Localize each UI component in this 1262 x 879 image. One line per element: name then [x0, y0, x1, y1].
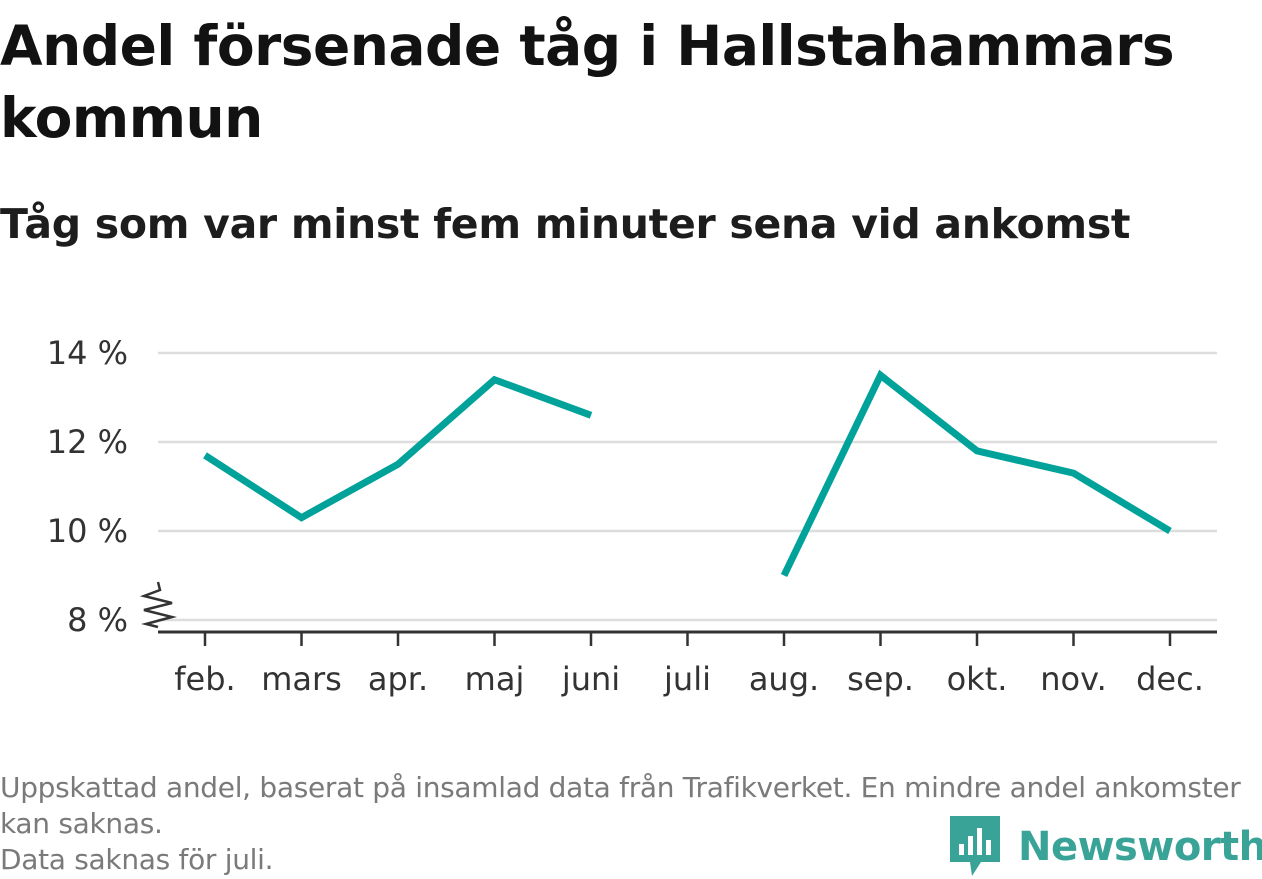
series-line [780, 369, 1172, 578]
series-layer [203, 369, 1172, 578]
x-tick-label: juni [561, 660, 620, 698]
x-tick-label: dec. [1136, 660, 1204, 698]
y-axis-break-icon [139, 581, 177, 629]
x-tick-label: okt. [947, 660, 1008, 698]
source-note: Uppskattad andel, baserat på insamlad da… [0, 771, 1241, 840]
x-tick-label: aug. [749, 660, 819, 698]
newsworthy-logo-icon [950, 816, 1000, 876]
x-tick-label: nov. [1040, 660, 1106, 698]
y-tick-label: 12 % [47, 423, 128, 461]
chart-subtitle: Tåg som var minst fem minuter sena vid a… [0, 200, 1131, 248]
gridlines [158, 351, 1217, 622]
x-tick-label: juli [663, 660, 711, 698]
missing-data-note: Data saknas för juli. [0, 843, 274, 876]
x-axis [139, 581, 1217, 646]
y-tick-label: 10 % [47, 512, 128, 550]
line-chart: 8 % 10 % 12 % 14 % feb. mars apr. maj juni juli a… [47, 334, 1217, 698]
y-tick-label: 8 % [67, 601, 128, 639]
chart-title: Andel försenade tåg i Hallstahammars kom… [0, 14, 1175, 150]
x-tick-label: maj [465, 660, 525, 698]
y-tick-label: 14 % [47, 334, 128, 372]
x-axis-tick-labels: feb. mars apr. maj juni juli aug. sep. okt. nov. d… [174, 660, 1204, 698]
x-tick-label: feb. [174, 660, 235, 698]
x-tick-label: sep. [847, 660, 914, 698]
chart-footer: Uppskattad andel, baserat på insamlad da… [0, 770, 1250, 878]
brand-name: Newsworthy [1018, 824, 1262, 870]
x-tick-label: apr. [368, 660, 428, 698]
series-line [203, 375, 593, 522]
y-axis-tick-labels: 8 % 10 % 12 % 14 % [47, 334, 128, 639]
x-tick-label: mars [261, 660, 342, 698]
brand: Newsworthy [950, 815, 1262, 879]
